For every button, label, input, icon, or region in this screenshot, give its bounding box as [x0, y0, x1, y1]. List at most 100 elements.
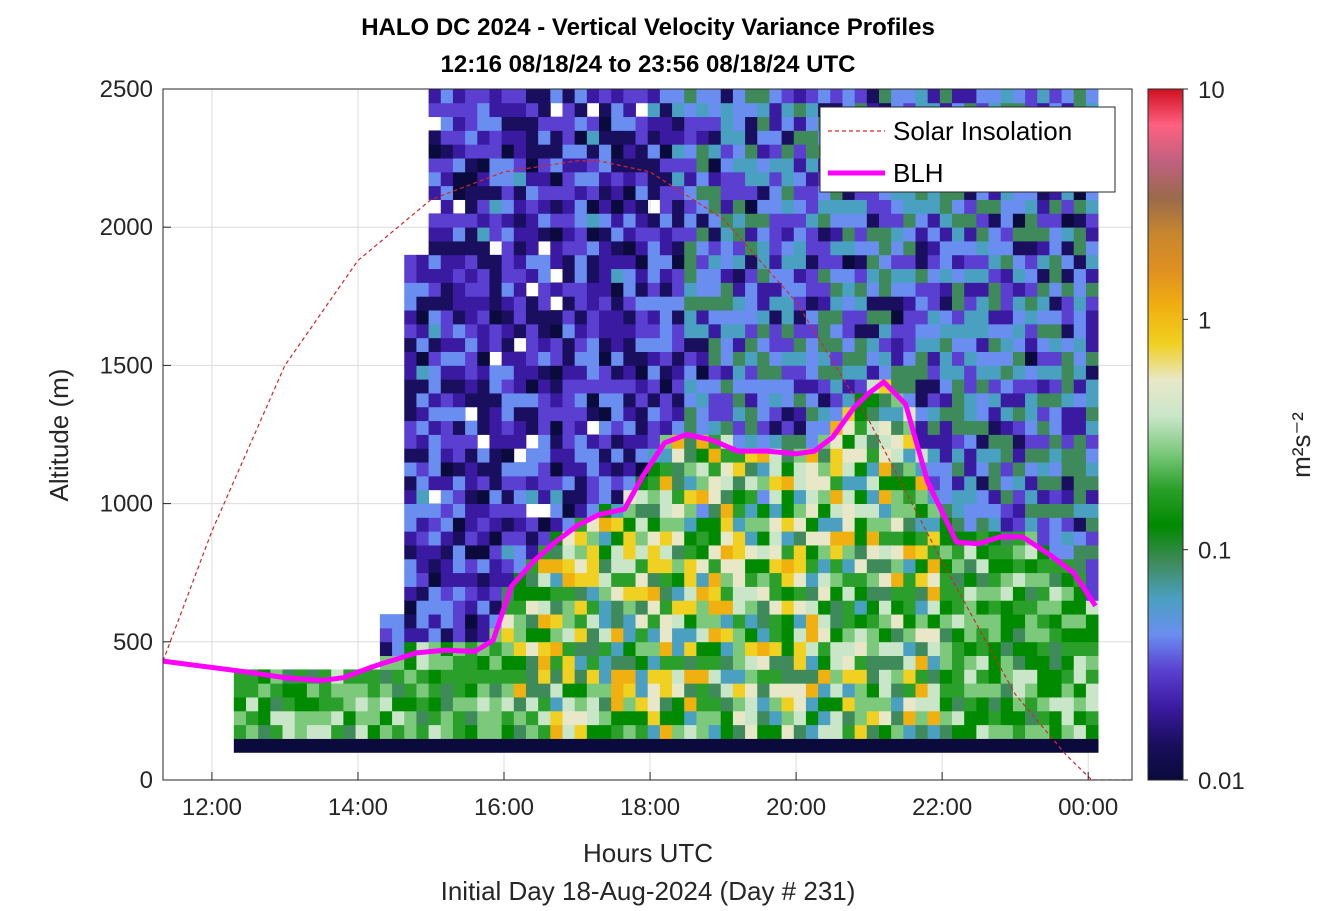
heatmap-cell	[672, 337, 685, 352]
heatmap-cell	[465, 351, 478, 366]
heatmap-cell	[550, 697, 563, 712]
heatmap-cell	[452, 586, 466, 601]
heatmap-cell	[964, 282, 977, 297]
heatmap-cell	[1061, 641, 1075, 657]
heatmap-cell	[891, 724, 904, 739]
heatmap-cell	[793, 531, 807, 546]
heatmap-cell	[805, 655, 819, 670]
heatmap-cell	[976, 669, 989, 684]
heatmap-cell	[404, 393, 417, 408]
heatmap-cell	[404, 310, 417, 325]
heatmap-cell	[611, 531, 624, 546]
heatmap-cell	[708, 545, 722, 560]
heatmap-cell	[952, 669, 965, 684]
heatmap-cell	[477, 710, 490, 726]
heatmap-cell	[830, 738, 843, 753]
heatmap-cell	[745, 185, 758, 200]
heatmap-cell	[854, 558, 868, 574]
heatmap-cell	[489, 393, 503, 408]
heatmap-cell	[404, 420, 417, 435]
heatmap-cell	[1012, 489, 1026, 504]
heatmap-cell	[586, 379, 600, 394]
heatmap-cell	[1073, 724, 1087, 739]
heatmap-cell	[404, 323, 417, 339]
heatmap-cell	[416, 393, 429, 408]
heatmap-cell	[769, 558, 782, 574]
heatmap-cell	[611, 683, 624, 698]
heatmap-cell	[757, 227, 770, 242]
heatmap-cell	[1073, 379, 1087, 394]
heatmap-cell	[793, 655, 807, 670]
heatmap-cell	[842, 600, 856, 615]
heatmap-cell	[903, 531, 916, 546]
heatmap-cell	[672, 697, 685, 712]
heatmap-cell	[1012, 724, 1026, 739]
heatmap-cell	[866, 337, 880, 352]
heatmap-cell	[525, 116, 539, 131]
heatmap-cell	[599, 434, 612, 449]
heatmap-cell	[708, 102, 722, 118]
heatmap-cell	[976, 254, 989, 270]
heatmap-cell	[1085, 241, 1099, 256]
heatmap-cell	[477, 393, 490, 408]
heatmap-cell	[915, 558, 929, 574]
heatmap-cell	[745, 434, 758, 449]
heatmap-cell	[720, 351, 734, 366]
heatmap-cell	[1025, 462, 1038, 477]
heatmap-cell	[757, 531, 770, 546]
heatmap-cell	[477, 558, 490, 574]
heatmap-cell	[684, 420, 697, 435]
heatmap-cell	[818, 254, 831, 270]
heatmap-cell	[927, 531, 941, 546]
heatmap-cell	[732, 586, 746, 601]
heatmap-cell	[818, 227, 831, 242]
heatmap-cell	[781, 296, 795, 311]
heatmap-cell	[1049, 710, 1062, 726]
heatmap-cell	[1025, 697, 1038, 712]
heatmap-cell	[647, 130, 661, 145]
heatmap-cell	[1049, 393, 1062, 408]
heatmap-cell	[757, 572, 770, 587]
heatmap-cell	[805, 697, 819, 712]
heatmap-cell	[818, 213, 831, 228]
heatmap-cell	[781, 738, 795, 753]
heatmap-cell	[964, 627, 977, 643]
heatmap-cell	[635, 448, 649, 463]
heatmap-cell	[793, 379, 807, 394]
heatmap-cell	[440, 254, 454, 270]
heatmap-cell	[988, 351, 1002, 366]
heatmap-cell	[562, 130, 576, 145]
heatmap-cell	[416, 738, 429, 753]
heatmap-cell	[367, 683, 381, 698]
heatmap-cell	[635, 738, 649, 753]
heatmap-cell	[1061, 227, 1075, 242]
heatmap-cell	[586, 614, 600, 629]
heatmap-cell	[331, 710, 344, 726]
heatmap-cell	[854, 89, 868, 104]
heatmap-cell	[891, 614, 904, 629]
heatmap-cell	[915, 241, 929, 256]
heatmap-cell	[757, 282, 770, 297]
heatmap-cell	[939, 655, 953, 670]
heatmap-cell	[878, 697, 892, 712]
heatmap-cell	[1073, 337, 1087, 352]
x-tick-label: 22:00	[912, 794, 972, 821]
heatmap-cell	[793, 406, 807, 422]
heatmap-cell	[1061, 393, 1075, 408]
heatmap-cell	[574, 254, 588, 270]
heatmap-cell	[732, 268, 746, 283]
heatmap-cell	[866, 669, 880, 684]
heatmap-cell	[525, 199, 539, 214]
heatmap-cell	[306, 683, 320, 698]
heatmap-cell	[1049, 683, 1062, 698]
heatmap-cell	[611, 116, 624, 131]
heatmap-cell	[477, 420, 490, 435]
heatmap-cell	[745, 254, 758, 270]
heatmap-cell	[842, 296, 856, 311]
heatmap-cell	[769, 116, 782, 131]
heatmap-cell	[915, 268, 929, 283]
heatmap-cell	[672, 641, 685, 657]
heatmap-cell	[659, 462, 673, 477]
heatmap-cell	[818, 738, 831, 753]
heatmap-cell	[976, 393, 989, 408]
